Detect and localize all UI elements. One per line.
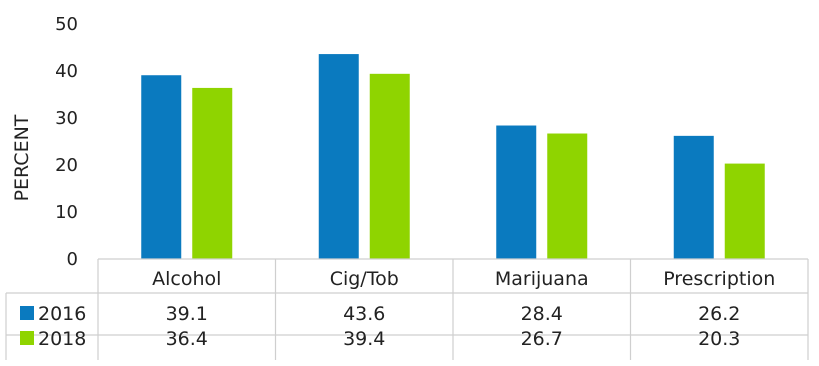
x-tick-label: Alcohol [152,268,221,290]
y-tick-label: 40 [55,61,78,82]
data-label: 39.4 [343,328,385,350]
data-label: 36.4 [166,328,208,350]
data-label: 39.1 [166,303,208,325]
y-tick-label: 0 [67,249,78,270]
y-axis-ticks: 0 10 20 30 40 50 [55,14,78,270]
bar-2016-cig-tob [318,54,359,259]
y-axis-label: PERCENT [11,114,33,201]
data-label: 26.7 [521,328,563,350]
data-table: Alcohol Cig/Tob Marijuana Prescription 2016 3… [5,258,809,360]
bar-2018-alcohol [192,87,233,259]
data-label: 26.2 [698,303,740,325]
bar-2018-cig-tob [369,73,410,259]
bars [141,54,765,260]
bar-2016-alcohol [141,75,182,259]
data-label: 43.6 [343,303,385,325]
x-tick-label: Cig/Tob [330,268,399,290]
y-tick-label: 10 [55,202,78,223]
data-label: 28.4 [521,303,563,325]
bar-2016-marijuana [496,125,537,260]
legend-label: 2018 [38,328,86,350]
bar-2018-marijuana [547,133,588,259]
x-tick-label: Prescription [663,268,775,290]
legend-swatch-2016 [20,306,34,320]
y-tick-label: 50 [55,14,78,35]
x-tick-label: Marijuana [495,268,589,290]
data-label: 20.3 [698,328,740,350]
y-tick-label: 30 [55,108,78,129]
bar-2016-prescription [673,135,714,259]
legend-swatch-2018 [20,331,34,345]
legend-label: 2016 [38,303,86,325]
bar-2018-prescription [724,163,765,259]
y-tick-label: 20 [55,155,78,176]
